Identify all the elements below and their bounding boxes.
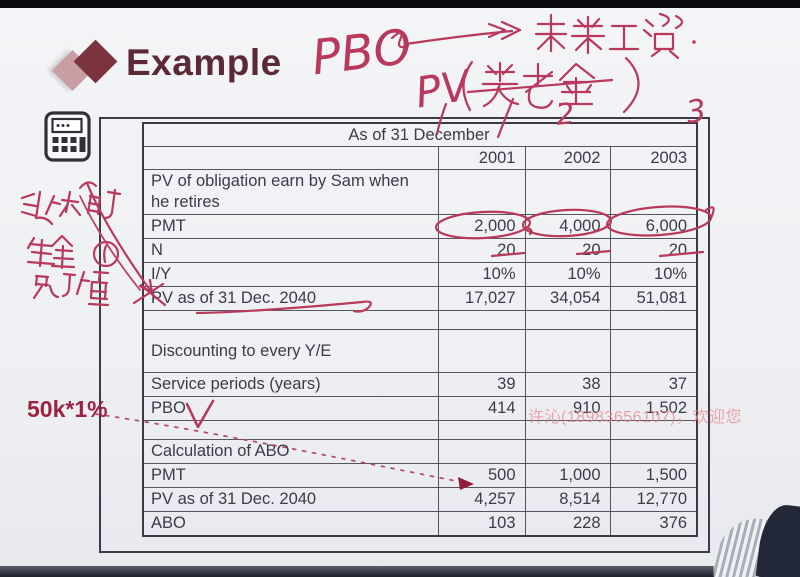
watermark-text: 许沁(18983656107)，欢迎您	[528, 409, 743, 426]
table-row: I/Y 10% 10% 10%	[142, 262, 698, 287]
row-value-cell: 2,000	[437, 214, 526, 239]
row-label-cell	[142, 420, 439, 440]
pbo-arrow	[390, 20, 522, 49]
row-value-cell	[437, 329, 526, 373]
row-value-cell: 17,027	[437, 286, 526, 311]
table-row: PV as of 31 Dec. 2040 4,257 8,514 12,770	[142, 487, 698, 512]
row-value-cell: 414	[437, 396, 526, 421]
table-row: Service periods (years) 39 38 37	[142, 372, 698, 397]
letterbox-bottom	[0, 566, 800, 577]
row-value-cell: 34,054	[524, 286, 611, 311]
row-value-cell	[437, 310, 526, 330]
row-value-cell: 10%	[609, 262, 698, 287]
row-value-cell: 1,502	[609, 396, 698, 421]
table-row	[142, 310, 698, 330]
row-label-cell: ABO	[142, 511, 439, 537]
row-value-cell: 10%	[437, 262, 526, 287]
row-label-cell: PV as of 31 Dec. 2040	[142, 487, 439, 512]
row-value-cell	[437, 169, 526, 215]
row-value-cell	[524, 329, 611, 373]
handwritten-future-salary	[534, 12, 696, 60]
row-value-cell: 4,000	[524, 214, 611, 239]
row-label-cell: PBO	[142, 396, 439, 421]
pension-example-table: As of 31 December 2001 2002 2003 PV of oblig…	[142, 122, 699, 537]
row-value-cell: 910	[524, 396, 611, 421]
row-value-cell	[609, 310, 698, 330]
row-value-cell: 20	[524, 238, 611, 263]
row-label-cell: Discounting to every Y/E	[142, 329, 439, 373]
table-row: PMT 2,000 4,000 6,000	[142, 214, 698, 239]
row-value-cell: 376	[609, 511, 698, 537]
row-value-cell	[524, 169, 611, 215]
row-value-cell	[609, 439, 698, 464]
row-value-cell: 500	[437, 463, 526, 488]
content-placeholder-box: As of 31 December 2001 2002 2003 PV of oblig…	[99, 117, 710, 553]
table-row: Discounting to every Y/E	[142, 329, 698, 373]
table-row: PV as of 31 Dec. 2040 17,027 34,054 51,081	[142, 286, 698, 311]
letterbox-top	[0, 0, 800, 8]
table-row: 2001 2002 2003	[142, 146, 698, 170]
side-label-50k: 50k*1%	[27, 396, 108, 422]
year-header-cell: 2003	[609, 146, 698, 170]
calculator-icon	[44, 111, 91, 162]
slide-title: Example	[126, 42, 282, 83]
table-row: ABO 103 228 376	[142, 511, 698, 537]
row-value-cell: 12,770	[609, 487, 698, 512]
table-row: PV of obligation earn by Sam when he ret…	[142, 169, 698, 215]
row-label-cell: N	[142, 238, 439, 263]
presenter-hair-icon	[755, 502, 800, 577]
row-value-cell	[524, 439, 611, 464]
table-row: As of 31 December	[142, 122, 698, 147]
example-table: As of 31 December 2001 2002 2003 PV of oblig…	[142, 122, 698, 537]
handwritten-pbo-label: PBO	[309, 19, 415, 87]
row-value-cell: 10%	[524, 262, 611, 287]
row-value-cell: 1,500	[609, 463, 698, 488]
table-row: Calculation of ABO	[142, 439, 698, 464]
row-label-cell: I/Y	[142, 262, 439, 287]
row-value-cell: 20	[437, 238, 526, 263]
row-label-cell: PMT	[142, 214, 439, 239]
year-row-label-cell	[142, 146, 439, 170]
year-header-cell: 2001	[437, 146, 526, 170]
handwritten-pv-label: PV	[412, 60, 476, 117]
row-value-cell	[437, 439, 526, 464]
title-bullet-diamond-icon	[51, 39, 124, 100]
row-value-cell: 103	[437, 511, 526, 537]
row-label-cell	[142, 310, 439, 330]
row-value-cell: 51,081	[609, 286, 698, 311]
row-value-cell	[609, 329, 698, 373]
row-value-cell: 8,514	[524, 487, 611, 512]
row-label-cell: Service periods (years)	[142, 372, 439, 397]
row-value-cell	[609, 169, 698, 215]
presenter-person	[685, 499, 800, 577]
row-label-cell: PMT	[142, 463, 439, 488]
row-label-cell: Calculation of ABO	[142, 439, 439, 464]
row-label-cell: PV of obligation earn by Sam when he ret…	[142, 169, 439, 215]
row-value-cell	[437, 420, 526, 440]
merged-header-cell: As of 31 December	[142, 122, 698, 147]
table-row: N 20 20 20	[142, 238, 698, 263]
row-value-cell: 20	[609, 238, 698, 263]
row-label-cell: PV as of 31 Dec. 2040	[142, 286, 439, 311]
row-value-cell: 1,000	[524, 463, 611, 488]
row-value-cell	[524, 310, 611, 330]
row-value-cell: 4,257	[437, 487, 526, 512]
row-value-cell: 37	[609, 372, 698, 397]
year-header-cell: 2002	[524, 146, 611, 170]
row-value-cell: 228	[524, 511, 611, 537]
row-value-cell: 6,000	[609, 214, 698, 239]
table-row: PMT 500 1,000 1,500	[142, 463, 698, 488]
row-value-cell: 38	[524, 372, 611, 397]
row-value-cell: 39	[437, 372, 526, 397]
